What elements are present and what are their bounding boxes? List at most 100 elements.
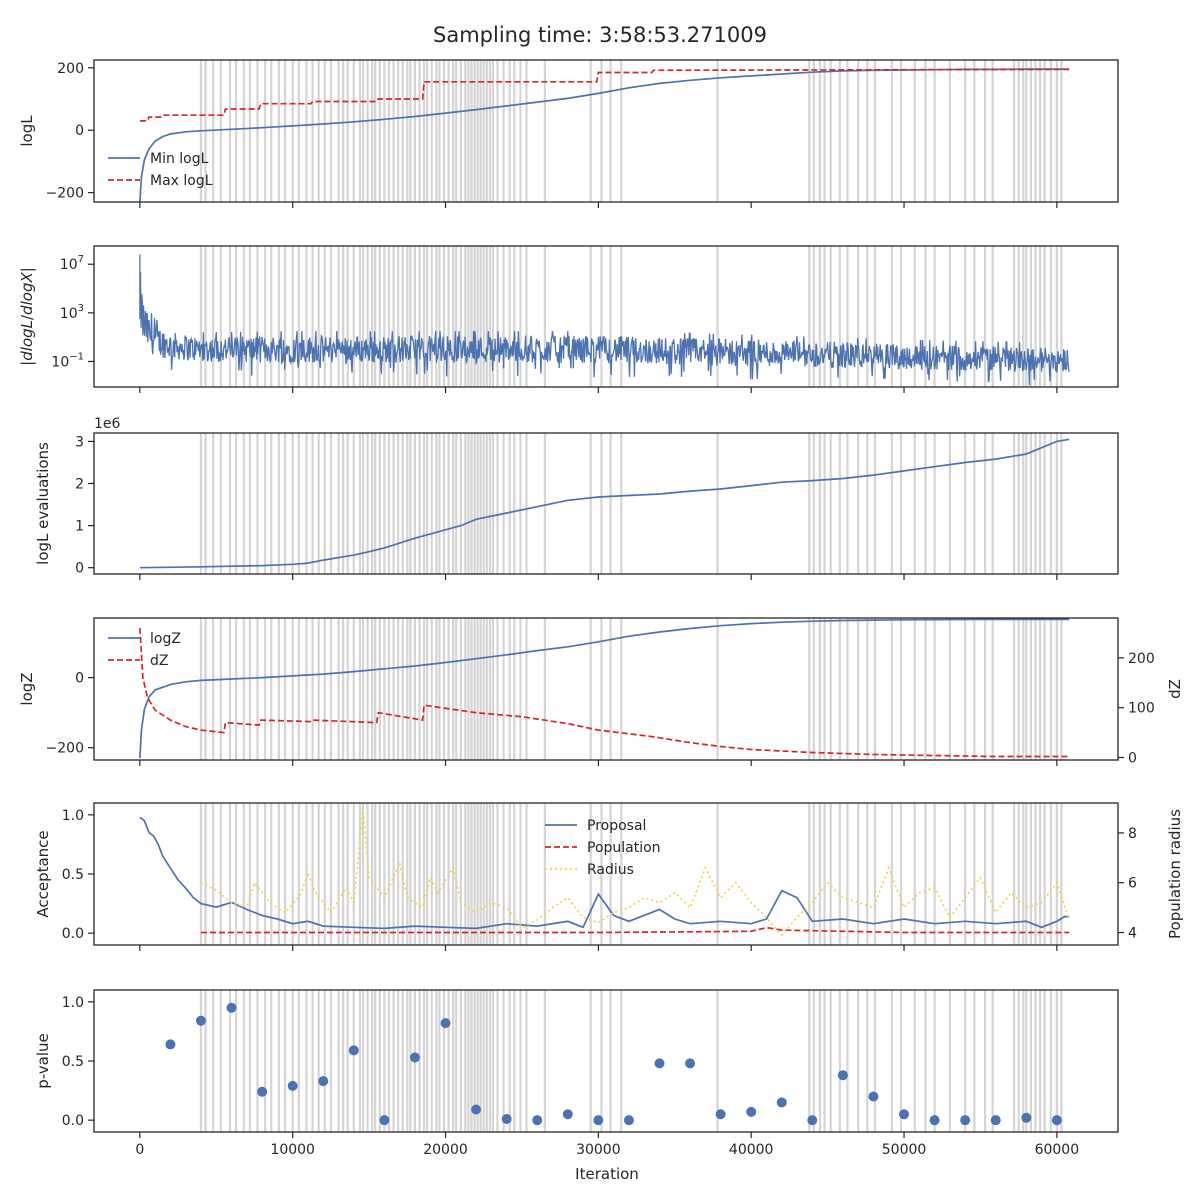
panel-logl: −200 0 200 logL Min logL Max logL xyxy=(18,59,1119,208)
data-point xyxy=(532,1115,543,1126)
data-point xyxy=(562,1109,573,1120)
y-tick-label: −200 xyxy=(46,186,84,202)
series-dz xyxy=(139,627,1070,758)
data-point xyxy=(318,1076,329,1087)
y-tick-label: 3 xyxy=(75,434,84,450)
iteration-bands xyxy=(199,803,1063,945)
data-point xyxy=(990,1115,1001,1126)
iteration-bands xyxy=(199,60,1063,202)
legend-label: Population xyxy=(587,840,661,856)
data-point xyxy=(501,1113,512,1124)
data-point xyxy=(1021,1112,1032,1123)
x-tick-label: 60000 xyxy=(1035,1142,1080,1158)
x-axis-label: Iteration xyxy=(575,1165,639,1183)
data-point xyxy=(960,1115,971,1126)
plot-frame xyxy=(93,245,1119,388)
data-point xyxy=(929,1115,940,1126)
series-max-logl xyxy=(139,68,1070,122)
data-point xyxy=(471,1104,482,1115)
series-dlogl-0 xyxy=(139,254,1070,386)
y-right-tick-label: 200 xyxy=(1128,651,1155,667)
y-right-tick-label: 8 xyxy=(1128,826,1137,842)
y-tick-label: 107 xyxy=(60,254,84,273)
plot-frame xyxy=(93,432,1119,575)
data-point xyxy=(287,1080,298,1091)
y-tick-label: 0 xyxy=(75,123,84,139)
legend: Min logL Max logL xyxy=(108,151,213,189)
legend: Proposal Population Radius xyxy=(545,818,661,878)
legend-label: Proposal xyxy=(587,818,646,834)
y-tick-label: 0.5 xyxy=(62,867,84,883)
series-min-logl xyxy=(139,68,1070,203)
data-point xyxy=(715,1109,726,1120)
x-tick-label: 10000 xyxy=(270,1142,315,1158)
legend-label: Max logL xyxy=(150,173,213,189)
series-population xyxy=(201,926,1070,934)
y-tick-label: 10−1 xyxy=(51,351,84,370)
y-axis-label: logZ xyxy=(18,672,36,705)
data-point xyxy=(776,1097,787,1108)
y-tick-label: 0.5 xyxy=(62,1054,84,1070)
data-point xyxy=(899,1109,910,1120)
y-right-tick-label: 4 xyxy=(1128,926,1137,942)
data-point xyxy=(1051,1115,1062,1126)
x-tick-label: 50000 xyxy=(882,1142,927,1158)
data-point xyxy=(868,1091,879,1102)
y-right-axis-label: dZ xyxy=(1166,679,1184,699)
legend-label: dZ xyxy=(150,653,168,669)
y-tick-label: 103 xyxy=(60,303,84,322)
plot-frame xyxy=(93,617,1119,761)
x-tick-label: 0 xyxy=(135,1142,144,1158)
data-point xyxy=(257,1086,268,1097)
figure-title: Sampling time: 3:58:53.271009 xyxy=(433,23,767,47)
data-point xyxy=(623,1115,634,1126)
y-tick-label: 200 xyxy=(57,61,84,77)
data-point xyxy=(746,1106,757,1117)
panel-accept: 0.0 0.5 1.0 4 6 8 Acceptance Population radius P… xyxy=(34,802,1184,951)
y-offset-label: 1e6 xyxy=(94,416,121,432)
data-point xyxy=(226,1002,237,1013)
panel-evals: 0 1 2 3 1e6 logL evaluations xyxy=(34,416,1119,580)
y-right-tick-label: 6 xyxy=(1128,876,1137,892)
data-point xyxy=(654,1058,665,1069)
data-point xyxy=(165,1039,176,1050)
data-point xyxy=(409,1052,420,1063)
y-axis-label: |dlogL/dlogX| xyxy=(18,267,36,366)
y-axis-label: p-value xyxy=(34,1033,52,1089)
panel-pvalue: 0 10000 20000 30000 40000 50000 60000 0.0 0.5 1.0… xyxy=(34,989,1119,1158)
iteration-bands xyxy=(199,618,1063,760)
y-tick-label: 1.0 xyxy=(62,808,84,824)
y-tick-label: 0 xyxy=(75,671,84,687)
panel-dlogl: 10−1 103 107 |dlogL/dlogX| xyxy=(18,245,1119,393)
data-point xyxy=(195,1015,206,1026)
data-point xyxy=(440,1018,451,1029)
y-tick-label: 0.0 xyxy=(62,926,84,942)
y-right-tick-label: 0 xyxy=(1128,751,1137,767)
legend-label: Radius xyxy=(587,862,634,878)
iteration-bands xyxy=(199,246,1063,387)
data-point xyxy=(348,1045,359,1056)
y-axis-label: logL evaluations xyxy=(34,442,52,565)
data-point xyxy=(807,1115,818,1126)
panel-logz: −200 0 0 100 200 logZ dZ logZ dZ xyxy=(18,617,1184,767)
y-tick-label: 1 xyxy=(75,519,84,535)
data-point xyxy=(685,1058,696,1069)
x-tick-label: 20000 xyxy=(423,1142,468,1158)
y-tick-label: 0 xyxy=(75,561,84,577)
legend-label: logZ xyxy=(150,631,181,647)
x-tick-label: 30000 xyxy=(576,1142,621,1158)
series-radius xyxy=(200,807,1070,937)
legend-label: Min logL xyxy=(150,151,209,167)
y-axis-label: logL xyxy=(18,115,36,147)
iteration-bands xyxy=(199,433,1063,574)
series-proposal xyxy=(139,816,1070,930)
series-pvalue-0 xyxy=(165,1002,1062,1126)
legend: logZ dZ xyxy=(108,631,181,669)
data-point xyxy=(379,1115,390,1126)
iteration-bands xyxy=(199,990,1063,1132)
y-tick-label: 2 xyxy=(75,477,84,493)
y-right-tick-label: 100 xyxy=(1128,701,1155,717)
y-axis-label: Acceptance xyxy=(34,830,52,917)
data-point xyxy=(837,1070,848,1081)
